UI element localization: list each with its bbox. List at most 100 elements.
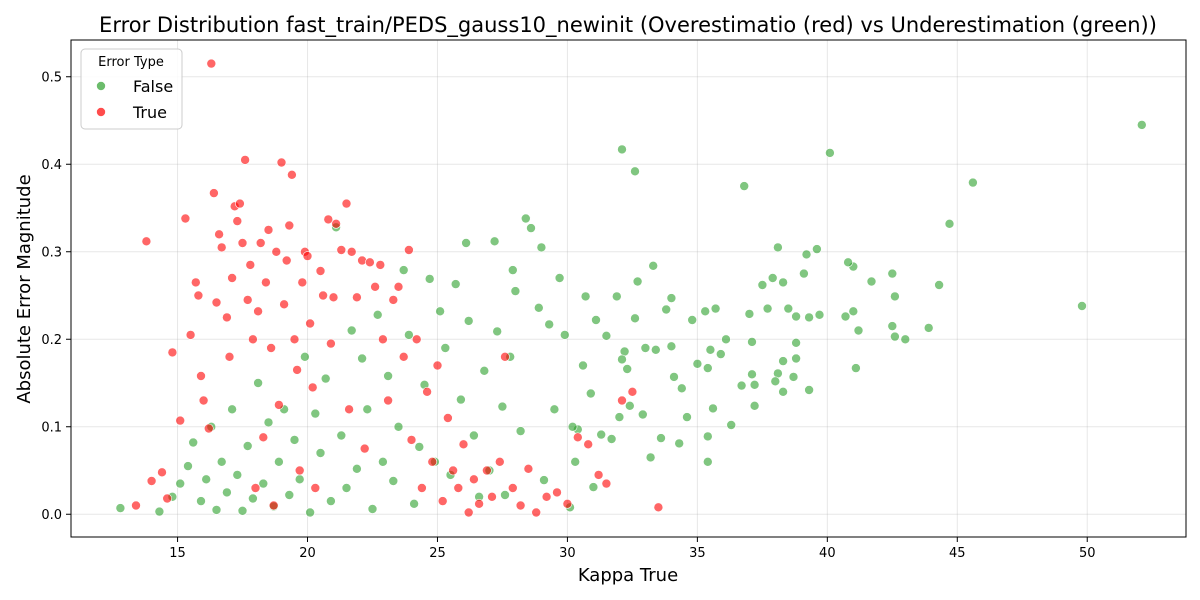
y-tick-label: 0.2	[41, 333, 62, 348]
data-point-true	[427, 456, 438, 467]
data-point-true	[180, 213, 191, 224]
data-point-false	[404, 330, 414, 340]
data-point-false	[788, 372, 799, 382]
data-point-true	[196, 371, 206, 381]
data-point-true	[266, 343, 276, 353]
data-point-true	[443, 413, 453, 423]
data-point-false	[554, 273, 565, 283]
data-point-true	[141, 236, 152, 247]
legend: Error Type False True	[80, 48, 183, 130]
data-point-true	[302, 251, 313, 261]
y-axis-label: Absolute Error Magnitude	[14, 174, 35, 403]
data-point-false	[510, 286, 521, 296]
data-point-true	[232, 216, 243, 226]
data-point-false	[853, 325, 864, 336]
data-point-false	[682, 412, 692, 422]
data-point-false	[492, 326, 503, 337]
data-point-false	[666, 293, 677, 303]
data-point-true	[175, 415, 185, 426]
plot-frame	[70, 39, 1187, 538]
data-point-false	[1137, 120, 1147, 130]
data-point-true	[240, 155, 250, 165]
data-point-false	[640, 343, 651, 353]
data-point-false	[414, 442, 425, 452]
data-point-true	[422, 386, 432, 397]
data-point-true	[258, 432, 269, 443]
data-point-true	[235, 198, 245, 209]
data-point-false	[456, 394, 466, 405]
data-point-false	[201, 474, 211, 485]
data-point-false	[630, 313, 640, 324]
data-point-false	[211, 505, 222, 515]
data-point-false	[232, 470, 243, 480]
data-point-false	[890, 331, 900, 342]
data-point-false	[804, 385, 814, 395]
data-point-false	[549, 404, 560, 415]
data-point-true	[255, 238, 266, 248]
data-point-false	[326, 496, 336, 506]
data-point-true	[357, 255, 367, 266]
data-point-false	[591, 315, 601, 325]
data-point-true	[245, 260, 256, 270]
data-point-true	[237, 238, 248, 248]
data-point-false	[489, 236, 500, 247]
data-point-false	[596, 429, 607, 440]
data-point-false	[622, 364, 633, 374]
data-point-true	[448, 465, 458, 476]
data-point-false	[632, 276, 643, 287]
data-point-false	[783, 303, 794, 314]
data-point-false	[923, 323, 934, 333]
data-point-true	[507, 483, 518, 493]
data-point-false	[721, 334, 731, 345]
data-point-false	[705, 344, 716, 355]
data-point-true	[482, 465, 492, 476]
data-point-true	[515, 500, 526, 511]
data-point-false	[968, 177, 978, 188]
data-point-false	[362, 404, 373, 415]
data-point-false	[253, 378, 263, 388]
data-point-false	[744, 309, 755, 319]
data-point-false	[773, 242, 783, 253]
data-point-false	[726, 420, 737, 430]
data-point-true	[209, 188, 219, 198]
data-point-true	[398, 351, 409, 362]
data-point-true	[617, 395, 627, 406]
data-point-false	[934, 280, 944, 290]
data-point-true	[224, 351, 235, 362]
data-point-false	[791, 353, 801, 364]
data-point-true	[157, 467, 167, 478]
data-point-true	[289, 334, 300, 345]
data-point-true	[346, 247, 357, 257]
data-point-false	[227, 404, 237, 415]
legend-marker-true	[96, 107, 106, 117]
data-point-false	[336, 430, 347, 441]
data-point-false	[840, 311, 851, 322]
data-point-false	[533, 302, 544, 313]
data-point-false	[585, 388, 596, 399]
data-point-true	[552, 487, 562, 498]
data-point-true	[469, 474, 479, 485]
legend-box	[80, 48, 183, 130]
data-point-false	[648, 260, 659, 271]
data-point-true	[297, 277, 308, 288]
data-point-false	[315, 448, 326, 458]
data-point-false	[708, 403, 718, 414]
data-point-true	[393, 281, 404, 292]
data-point-true	[253, 306, 263, 317]
data-point-true	[185, 330, 196, 340]
data-point-true	[572, 432, 583, 443]
data-point-false	[843, 257, 853, 268]
data-point-true	[653, 502, 664, 513]
data-point-false	[747, 337, 757, 347]
x-tick-label: 35	[689, 546, 706, 561]
data-point-false	[284, 490, 295, 500]
data-point-false	[536, 242, 547, 253]
data-point-false	[645, 452, 656, 463]
data-point-false	[544, 319, 555, 330]
data-point-true	[261, 277, 271, 288]
data-point-true	[222, 312, 232, 323]
data-point-false	[630, 166, 640, 177]
legend-entry-false: False	[133, 77, 173, 96]
data-point-true	[216, 242, 227, 253]
data-point-false	[944, 219, 955, 229]
